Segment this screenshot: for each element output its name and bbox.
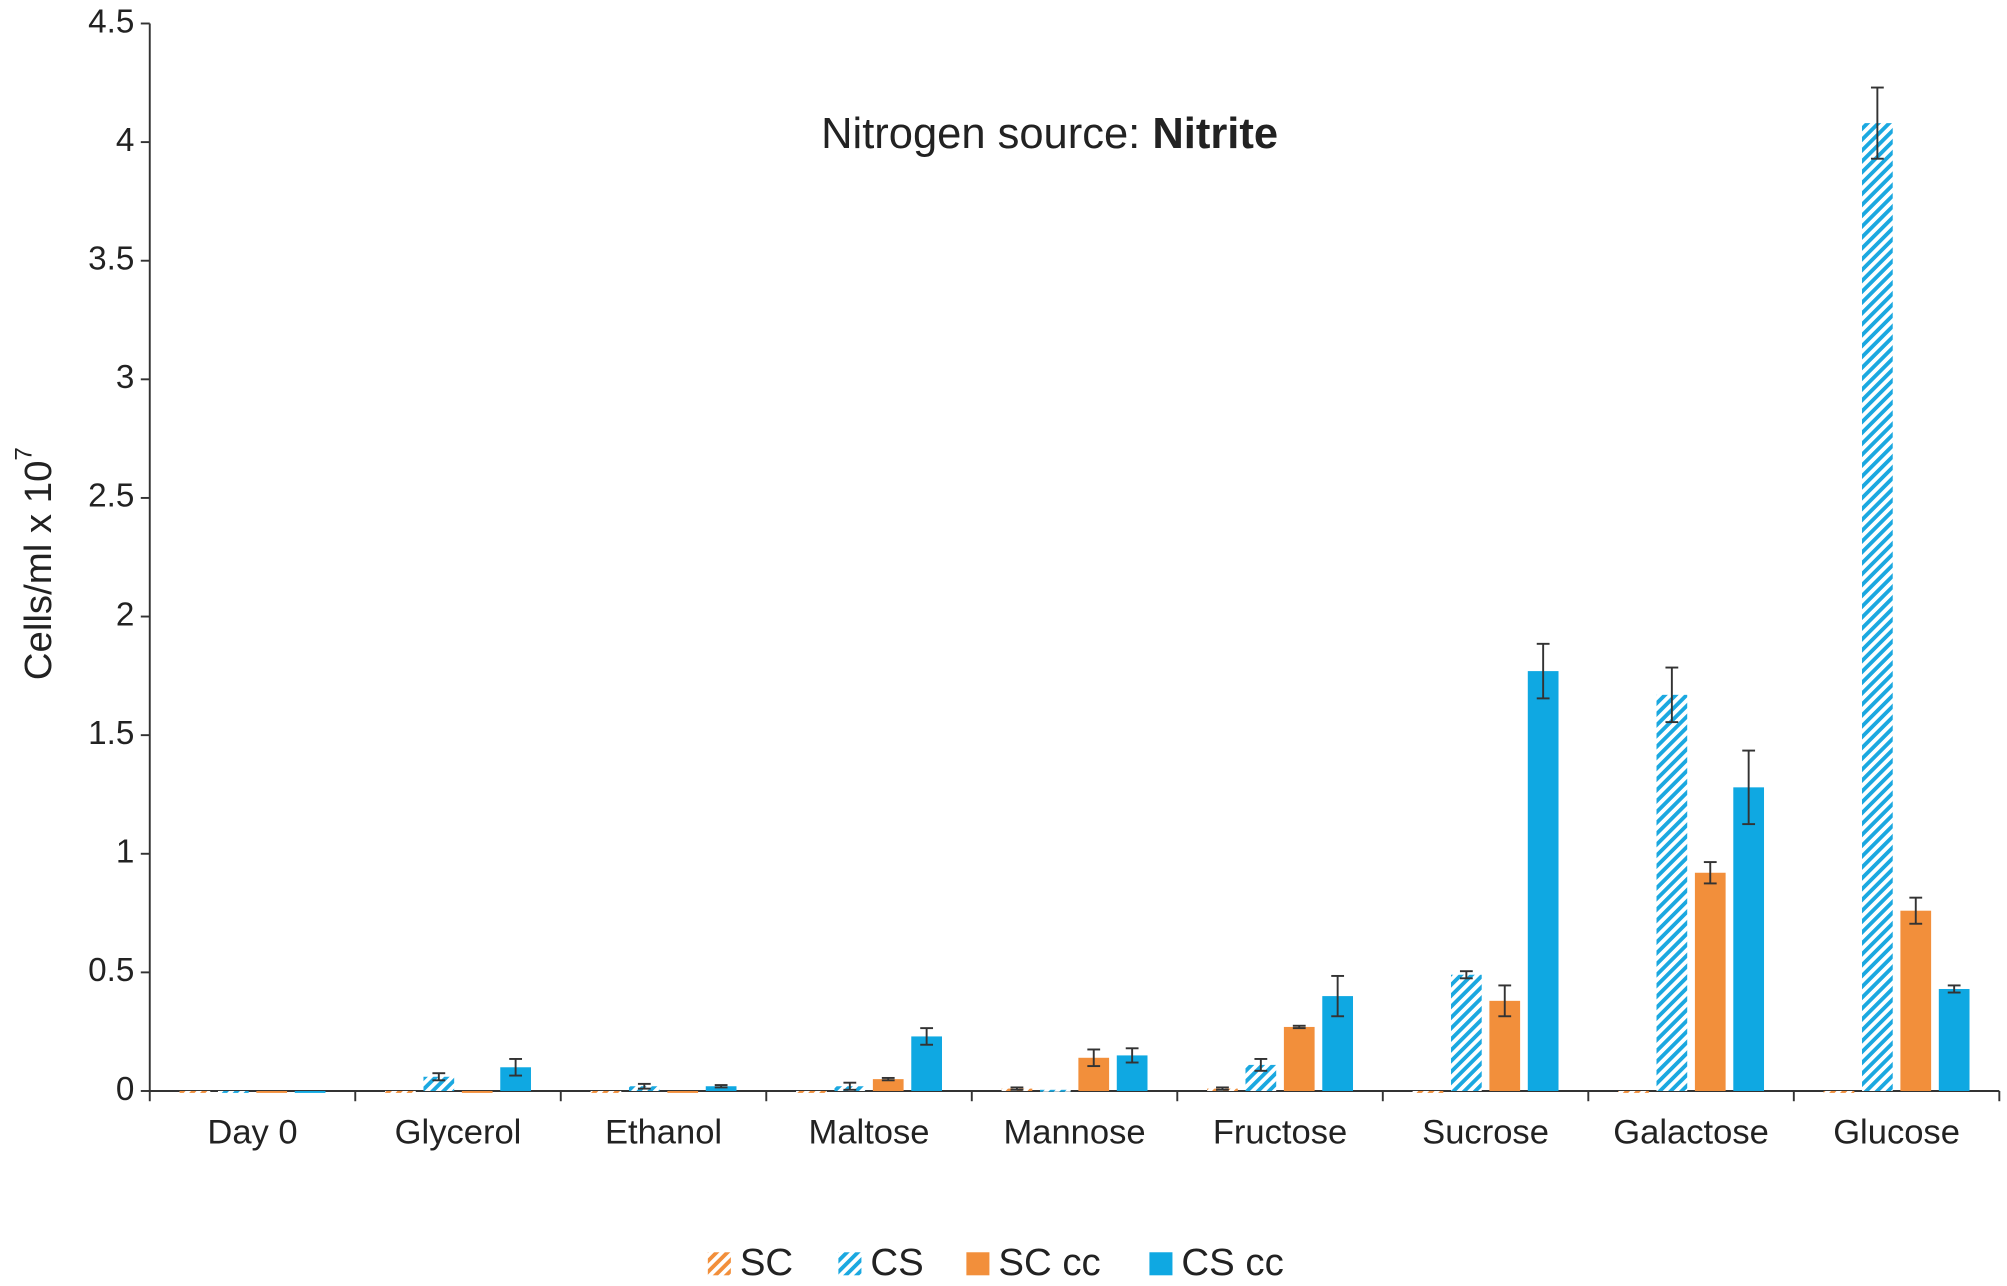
error-bar [509, 1058, 523, 1077]
bar [256, 1090, 288, 1093]
error-bar [881, 1076, 895, 1082]
legend-label: SC [740, 1241, 793, 1284]
legend-label: SC cc [998, 1241, 1100, 1284]
error-bar [920, 1027, 934, 1046]
y-tick-label: 2 [116, 596, 135, 633]
bar [1694, 872, 1726, 1091]
error-bar [432, 1072, 446, 1082]
bar [796, 1090, 827, 1093]
bar [590, 1090, 622, 1093]
error-bar [1087, 1048, 1101, 1068]
x-tick-label: Glycerol [395, 1114, 522, 1152]
y-tick-label: 4.5 [88, 3, 134, 40]
x-tick-label: Day 0 [207, 1114, 297, 1152]
legend-swatch [1149, 1252, 1173, 1276]
bar [294, 1090, 326, 1093]
error-bar [1010, 1086, 1024, 1091]
error-bar [1216, 1086, 1229, 1091]
error-bar [1331, 974, 1345, 1018]
error-bar [1665, 666, 1679, 724]
x-tick-label: Mannose [1003, 1114, 1145, 1152]
bar [1039, 1089, 1071, 1092]
legend-swatch [966, 1252, 990, 1276]
bar [1450, 974, 1482, 1091]
bar [1618, 1090, 1649, 1093]
bar [423, 1076, 455, 1091]
x-tick-label: Fructose [1213, 1114, 1347, 1152]
bar [1938, 988, 1970, 1091]
legend-label: CS cc [1181, 1241, 1283, 1284]
y-tick-label: 0.5 [88, 952, 134, 989]
legend-swatch [838, 1252, 862, 1276]
bar [1733, 787, 1765, 1091]
bar [385, 1090, 416, 1093]
error-bar [1909, 896, 1923, 925]
chart-title: Nitrogen source: Nitrite [821, 110, 1278, 158]
y-tick-label: 4 [116, 122, 135, 159]
bar [1862, 123, 1893, 1091]
y-label-superscript: 7 [11, 447, 38, 461]
y-label: Cells/ml x 10 [17, 461, 60, 681]
x-tick-label: Maltose [809, 1114, 930, 1152]
error-bar [1870, 86, 1884, 160]
bar [1900, 910, 1932, 1091]
y-axis-label: Cells/ml x 107 [11, 447, 60, 680]
bar [217, 1090, 249, 1093]
error-bar [637, 1082, 651, 1090]
bar [461, 1090, 493, 1093]
title: Nitrogen source: [821, 110, 1140, 158]
bar [872, 1079, 904, 1091]
bar [667, 1090, 699, 1093]
error-bar [1292, 1024, 1306, 1030]
bar [1283, 1026, 1315, 1091]
y-tick-label: 1 [116, 834, 135, 871]
bar [1412, 1090, 1444, 1093]
error-bar [1536, 642, 1550, 700]
legend-swatch [707, 1252, 731, 1276]
error-bar [714, 1084, 728, 1089]
error-bar [1254, 1058, 1268, 1072]
x-tick-label: Galactose [1613, 1114, 1769, 1152]
bar [1656, 694, 1688, 1091]
error-bar [1498, 984, 1512, 1018]
error-bar [1459, 970, 1473, 980]
legend-label: CS [870, 1241, 923, 1284]
bar [1823, 1090, 1855, 1093]
x-tick-label: Sucrose [1422, 1114, 1549, 1152]
title-emphasis: Nitrite [1152, 110, 1278, 158]
y-tick-label: 3 [116, 359, 135, 396]
bar [179, 1090, 211, 1093]
y-tick-label: 1.5 [88, 715, 134, 752]
error-bar [1947, 984, 1961, 994]
x-tick-label: Glucose [1833, 1114, 1960, 1152]
bar [1527, 671, 1559, 1091]
y-tick-label: 0 [116, 1071, 135, 1108]
error-bar [843, 1081, 857, 1091]
y-tick-label: 2.5 [88, 478, 134, 515]
x-tick-label: Ethanol [605, 1114, 722, 1152]
bar [500, 1067, 531, 1091]
y-tick-label: 3.5 [88, 240, 134, 277]
error-bar [1125, 1047, 1139, 1064]
error-bar [1703, 861, 1717, 885]
bar [705, 1086, 737, 1091]
error-bar [1742, 749, 1756, 826]
